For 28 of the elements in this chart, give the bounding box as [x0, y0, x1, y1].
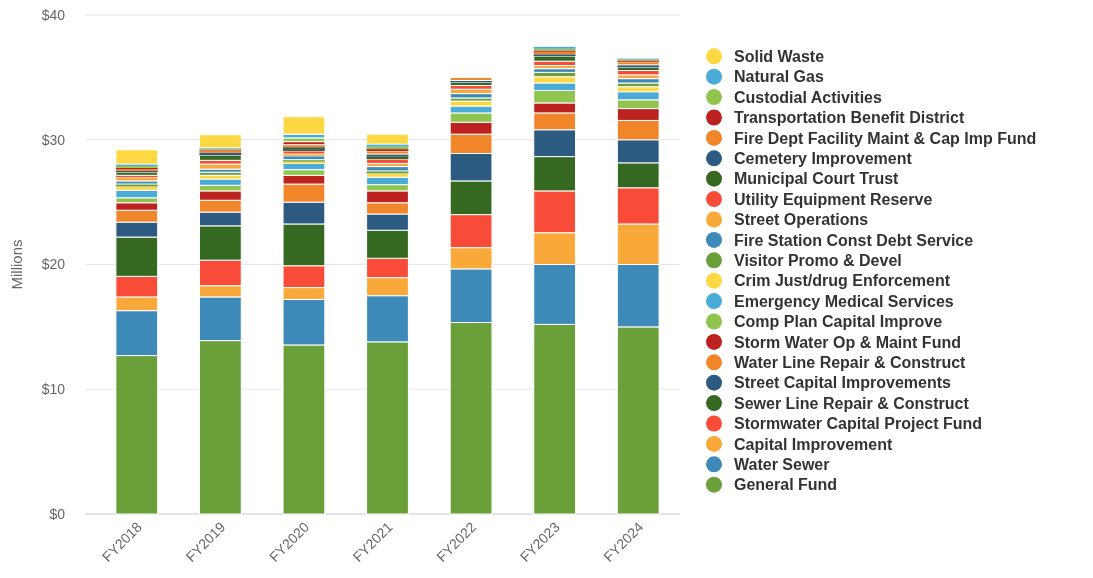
y-tick-label: $40: [41, 6, 66, 23]
legend-label: Storm Water Op & Maint Fund: [734, 333, 961, 351]
legend-label: Street Capital Improvements: [734, 374, 952, 392]
legend-label: Water Sewer: [734, 455, 830, 473]
legend-label: General Fund: [734, 476, 838, 494]
legend-label: Comp Plan Capital Improve: [734, 313, 943, 331]
legend-label: Utility Equipment Reserve: [734, 190, 933, 208]
legend-label: Natural Gas: [734, 68, 824, 86]
legend-label: Sewer Line Repair & Construct: [734, 394, 970, 412]
y-tick-label: $20: [41, 256, 66, 273]
legend-label: Capital Improvement: [734, 435, 893, 453]
y-tick-label: $10: [41, 381, 66, 398]
legend-label: Cemetery Improvement: [734, 149, 913, 167]
legend-label: Fire Dept Facility Maint & Cap Imp Fund: [734, 129, 1037, 147]
y-tick-label: $30: [41, 131, 66, 148]
legend-label: Solid Waste: [734, 47, 825, 65]
legend-label: Fire Station Const Debt Service: [734, 231, 974, 249]
legend-label: Transportation Benefit District: [734, 109, 965, 127]
legend-label: Water Line Repair & Construct: [734, 353, 967, 371]
y-axis-title: Millions: [8, 239, 25, 290]
legend-label: Municipal Court Trust: [734, 170, 900, 188]
legend-label: Crim Just/drug Enforcement: [734, 272, 951, 290]
legend-label: Visitor Promo & Devel: [734, 251, 902, 269]
legend-label: Stormwater Capital Project Fund: [734, 415, 983, 433]
legend-label: Emergency Medical Services: [734, 292, 954, 310]
legend-label: Custodial Activities: [734, 88, 882, 106]
legend-label: Street Operations: [734, 211, 869, 229]
y-tick-label: $0: [49, 505, 66, 522]
